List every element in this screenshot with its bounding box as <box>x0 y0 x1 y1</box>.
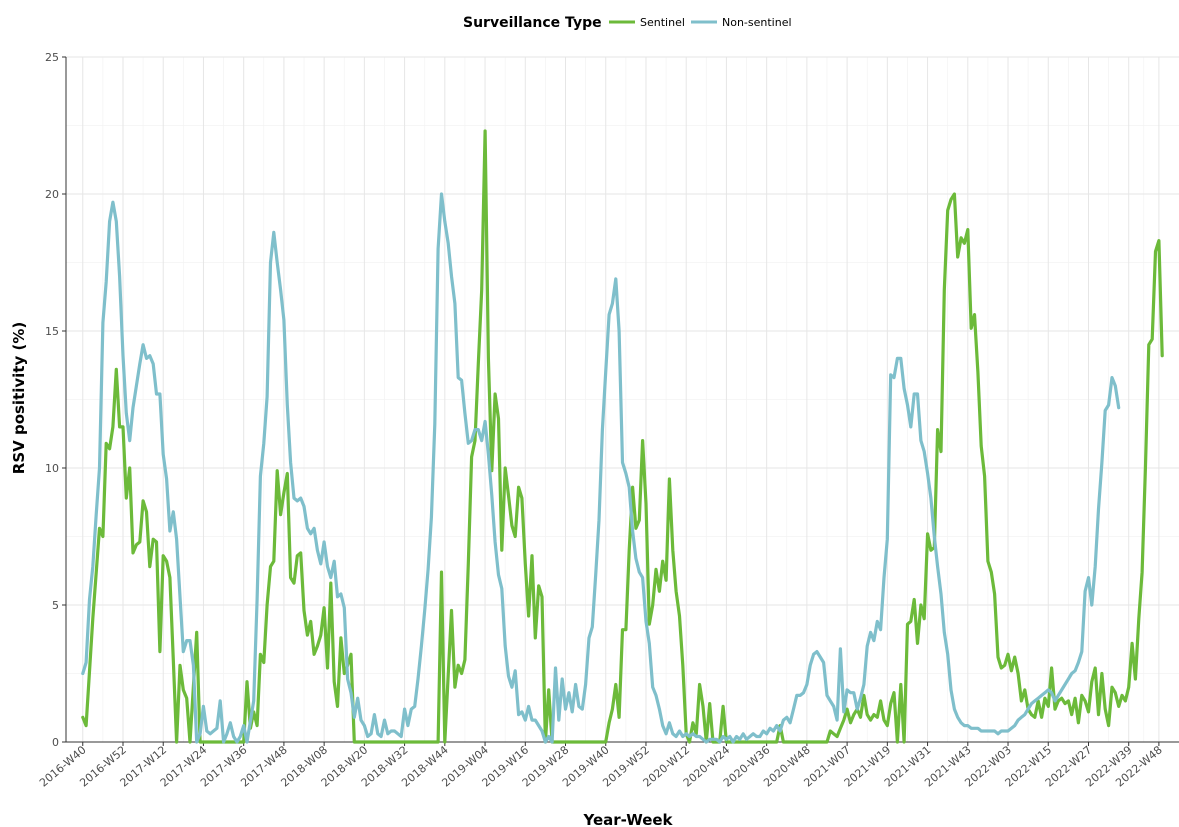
series-line-sentinel <box>81 129 1164 744</box>
x-axis-title: Year-Week <box>582 811 673 827</box>
legend-title: Surveillance Type <box>463 15 602 31</box>
legend-label-sentinel: Sentinel <box>640 16 685 29</box>
series-layer <box>81 129 1164 744</box>
y-tick-label: 15 <box>45 325 59 338</box>
legend-label-non-sentinel: Non-sentinel <box>722 16 792 29</box>
y-tick-label: 5 <box>52 599 59 612</box>
y-tick-label: 25 <box>45 51 59 64</box>
axes <box>62 56 1179 746</box>
y-axis-title: RSV positivity (%) <box>10 322 28 474</box>
gridlines <box>66 56 1179 743</box>
y-tick-labels: 0 5 10 15 20 25 <box>45 51 59 749</box>
legend: Surveillance Type Sentinel Non-sentinel <box>463 15 792 31</box>
y-tick-label: 20 <box>45 188 59 201</box>
y-tick-label: 0 <box>52 736 59 749</box>
y-tick-label: 10 <box>45 462 59 475</box>
series-line-non-sentinel <box>81 192 1121 744</box>
